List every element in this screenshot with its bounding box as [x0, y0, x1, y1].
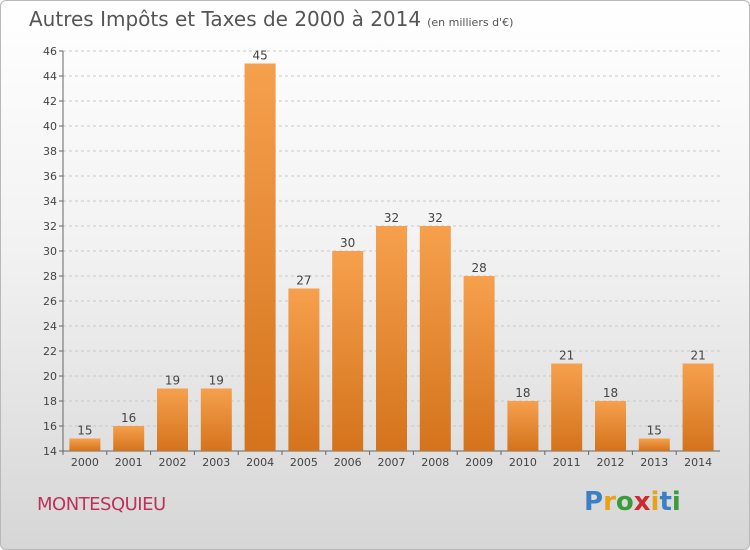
x-tick-label-2008: 2008: [421, 456, 449, 469]
logo-letter: t: [659, 487, 672, 517]
x-tick-label-2010: 2010: [509, 456, 537, 469]
y-tick-label: 16: [43, 420, 57, 433]
y-tick-label: 34: [43, 195, 57, 208]
x-tick-label-2007: 2007: [378, 456, 406, 469]
x-tick-label-2009: 2009: [465, 456, 493, 469]
y-tick-label: 40: [43, 120, 57, 133]
bar-2009: [463, 276, 495, 451]
logo-letter: r: [603, 487, 616, 517]
bar-2008: [419, 226, 451, 451]
bar-2013: [638, 438, 670, 451]
x-tick-label-2011: 2011: [553, 456, 581, 469]
x-tick-label-2005: 2005: [290, 456, 318, 469]
value-label-2013: 15: [647, 424, 662, 438]
x-tick-label-2012: 2012: [597, 456, 625, 469]
x-tick-label-2014: 2014: [684, 456, 712, 469]
y-tick-label: 30: [43, 245, 57, 258]
x-tick-label-2003: 2003: [202, 456, 230, 469]
y-tick-label: 24: [43, 320, 57, 333]
value-label-2011: 21: [559, 349, 574, 363]
title-text: Autres Impôts et Taxes de 2000 à 2014: [29, 7, 422, 31]
x-tick-label-2004: 2004: [246, 456, 274, 469]
y-tick-label: 22: [43, 345, 57, 358]
value-label-2005: 27: [296, 274, 311, 288]
bar-2012: [595, 401, 626, 451]
value-label-2001: 16: [121, 411, 136, 425]
y-tick-labels: 14 16 18 20 22 24 26 28 30 32 34 36 38 40 42 44 46: [43, 45, 57, 458]
y-tick-label: 46: [43, 45, 57, 58]
logo-letter: x: [633, 487, 651, 517]
logo-letter: P: [584, 487, 604, 517]
bar-2006: [332, 251, 364, 451]
bar-2011: [551, 363, 583, 451]
x-tick-label-2013: 2013: [640, 456, 668, 469]
y-tick-label: 20: [43, 370, 57, 383]
y-tick-label: 44: [43, 70, 57, 83]
value-label-2000: 15: [77, 424, 92, 438]
bar-2000: [69, 438, 101, 451]
x-tick-label-2002: 2002: [159, 456, 187, 469]
y-tick-label: 36: [43, 170, 57, 183]
x-tick-label-2006: 2006: [334, 456, 362, 469]
value-label-2012: 18: [603, 386, 618, 400]
bar-2005: [288, 288, 320, 451]
value-label-2004: 45: [252, 49, 267, 63]
x-tick-labels: 2000 2001 2002 2003 2004 2005 2006 2007 2008 2009…: [62, 451, 712, 469]
x-tick-label-2001: 2001: [115, 456, 143, 469]
y-tick-label: 14: [43, 445, 57, 458]
y-tick-label: 18: [43, 395, 57, 408]
y-tick-label: 32: [43, 220, 57, 233]
value-label-2003: 19: [209, 374, 224, 388]
proxiti-logo: Proxiti: [584, 487, 681, 517]
bars: [69, 63, 714, 451]
x-tick-label-2000: 2000: [71, 456, 99, 469]
y-tick-label: 26: [43, 295, 57, 308]
value-labels: 15 16 19 19 45 27 30 32 32 28 18 21 18 15 21: [77, 49, 705, 438]
logo-letter: i: [650, 487, 660, 517]
bar-2010: [507, 401, 539, 451]
bar-2002: [157, 388, 188, 451]
bar-2003: [200, 388, 232, 451]
bar-2014: [682, 363, 714, 451]
value-label-2007: 32: [384, 211, 399, 225]
logo-letter: i: [671, 487, 681, 517]
logo-letter: o: [615, 487, 634, 517]
bar-2004: [244, 63, 276, 451]
chart-subtitle: (en milliers d'€): [427, 16, 514, 29]
chart-title: Autres Impôts et Taxes de 2000 à 2014 (en…: [29, 7, 513, 31]
value-label-2010: 18: [515, 386, 530, 400]
value-label-2008: 32: [428, 211, 443, 225]
bar-2001: [113, 426, 145, 451]
value-label-2009: 28: [471, 261, 486, 275]
value-label-2002: 19: [165, 374, 180, 388]
location-name: MONTESQUIEU: [37, 494, 166, 515]
value-label-2006: 30: [340, 236, 355, 250]
y-tick-label: 42: [43, 95, 57, 108]
value-label-2014: 21: [690, 349, 705, 363]
y-tick-label: 38: [43, 145, 57, 158]
y-tick-label: 28: [43, 270, 57, 283]
bar-2007: [376, 226, 407, 451]
